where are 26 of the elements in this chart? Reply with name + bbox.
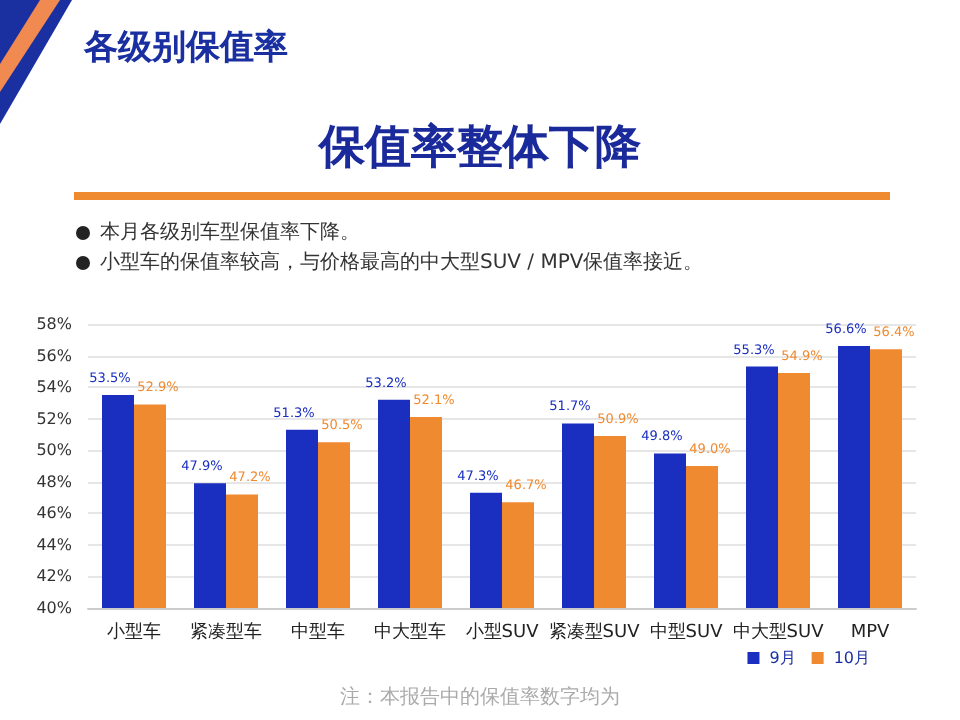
chart-subtitle: 保值率整体下降	[316, 120, 643, 178]
y-tick-label: 50%	[36, 441, 73, 460]
x-tick-label: 中大型车	[374, 621, 446, 643]
y-tick-label: 54%	[36, 378, 73, 397]
x-tick-label: 紧凑型SUV	[548, 621, 642, 643]
x-tick-label: 小型SUV	[465, 621, 541, 643]
x-tick-label: 中型车	[291, 621, 345, 643]
y-tick-label: 56%	[36, 346, 73, 365]
y-tick-label: 58%	[36, 315, 73, 333]
chart-title: 各级别保值率	[84, 26, 288, 70]
text: 注：本报告中的保值率数字均为	[340, 685, 620, 709]
legend-label: 10月	[833, 649, 871, 667]
text: 本月各级别车型保值率下降。	[100, 219, 360, 248]
y-tick-label: 48%	[36, 472, 73, 491]
x-tick-label: 紧凑型车	[190, 621, 262, 643]
x-tick-label: 中大型SUV	[732, 621, 826, 643]
y-tick-label: 52%	[36, 409, 73, 428]
legend-label: 9月	[769, 649, 796, 667]
x-tick-label: 中型SUV	[649, 621, 725, 643]
y-tick-label: 40%	[36, 599, 73, 617]
y-tick-label: 42%	[36, 567, 73, 586]
text: 小型车的保值率较高，与价格最高的中大型SUV / MPV保值率接近。	[100, 249, 704, 278]
x-tick-label: 小型车	[107, 621, 161, 643]
y-tick-label: 44%	[36, 535, 73, 554]
x-tick-label: MPV	[850, 623, 892, 643]
y-tick-label: 46%	[36, 504, 73, 523]
